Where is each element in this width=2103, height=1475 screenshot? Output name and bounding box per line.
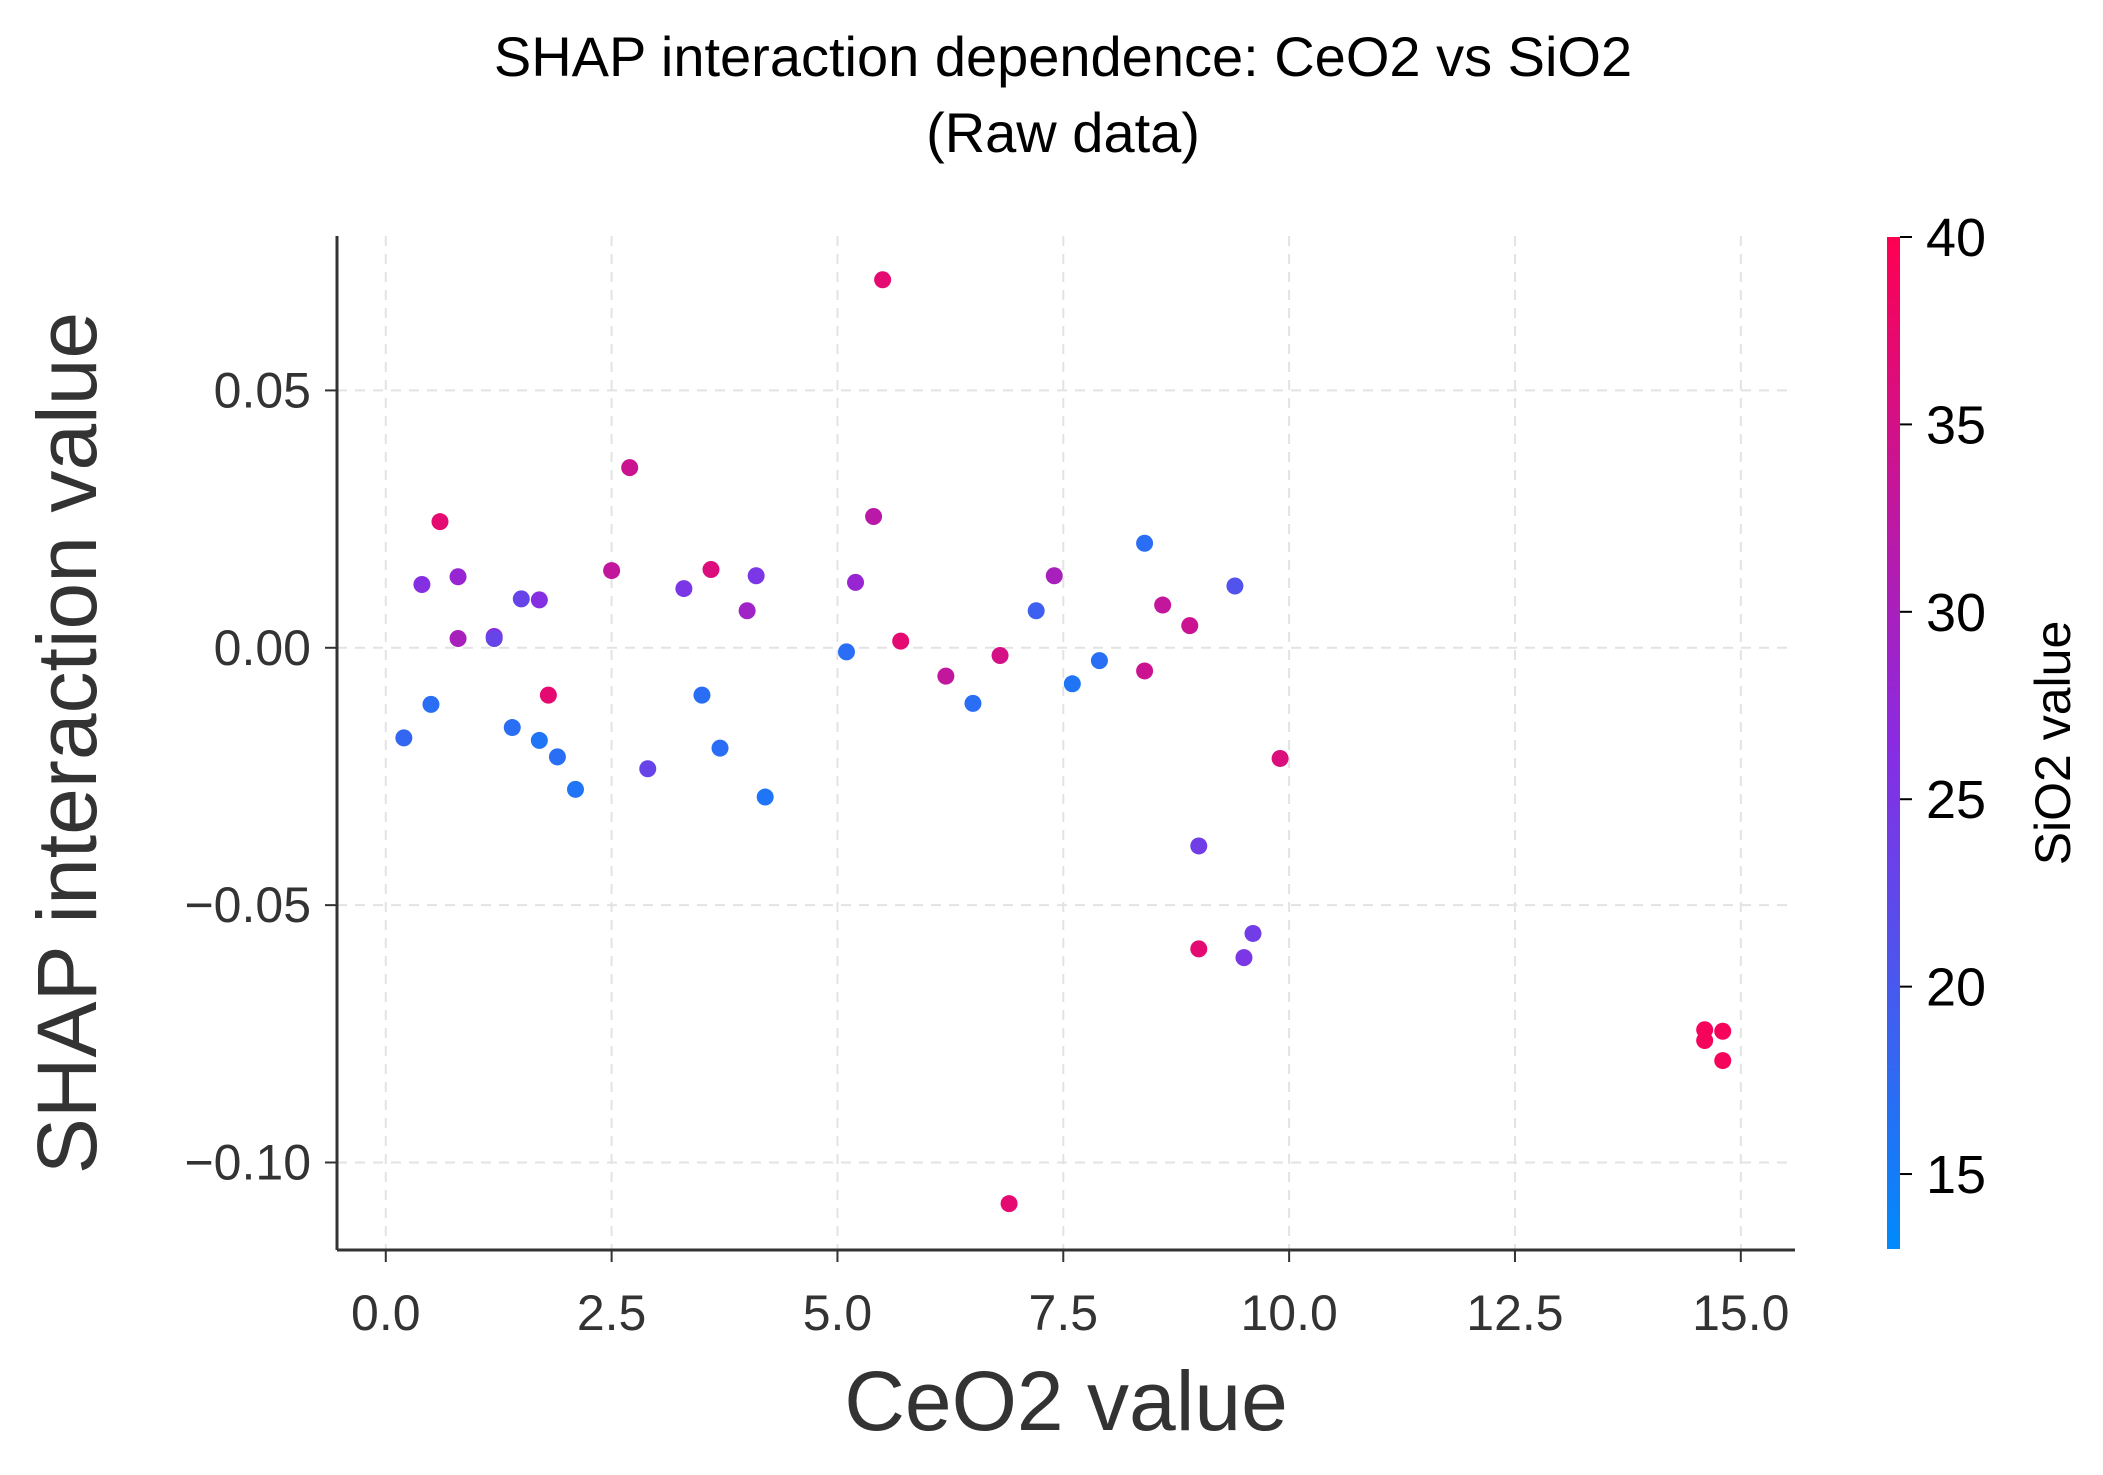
data-point [395, 729, 413, 747]
data-point [1714, 1022, 1732, 1040]
y-axis-label: SHAP interaction value [20, 312, 114, 1174]
data-point [512, 590, 530, 608]
data-point [964, 694, 982, 712]
data-point [1235, 949, 1253, 967]
data-point [449, 630, 467, 648]
colorbar [1887, 237, 1900, 1249]
data-point [539, 686, 557, 704]
data-point [675, 580, 693, 598]
data-point [756, 788, 774, 806]
data-point [711, 739, 729, 757]
data-point [530, 731, 548, 749]
data-point [1271, 749, 1289, 767]
colorbar-tick-label: 15 [1926, 1145, 1986, 1205]
data-point [566, 780, 584, 798]
data-point [874, 271, 892, 289]
data-point [1090, 652, 1108, 670]
colorbar-tick-label: 20 [1926, 958, 1986, 1018]
data-point [603, 562, 621, 580]
data-point [621, 459, 639, 477]
y-tick-label: −0.10 [184, 1134, 311, 1190]
y-tick-labels: 0.05 0.00 −0.05 −0.10 [184, 362, 311, 1190]
data-point [422, 695, 440, 713]
chart-title-line-2: (Raw data) [926, 101, 1200, 164]
grid-lines [337, 236, 1795, 1250]
data-point [1154, 596, 1172, 614]
data-point [1190, 837, 1208, 855]
data-point [1190, 940, 1208, 958]
data-point [503, 719, 521, 737]
data-point [1226, 577, 1244, 595]
data-point [1244, 924, 1262, 942]
data-point [1045, 567, 1063, 585]
data-point [892, 632, 910, 650]
data-point [1136, 534, 1154, 552]
x-tick-label: 2.5 [577, 1285, 647, 1341]
colorbar-label: SiO2 value [2025, 621, 2081, 866]
x-tick-label: 12.5 [1466, 1285, 1563, 1341]
data-point [937, 667, 955, 685]
data-point [413, 575, 431, 593]
x-tick-label: 0.0 [351, 1285, 421, 1341]
data-point [449, 568, 467, 586]
data-point [1136, 662, 1154, 680]
tick-marks [325, 389, 1742, 1262]
y-tick-label: −0.05 [184, 877, 311, 933]
data-point [747, 567, 765, 585]
data-point [1714, 1052, 1732, 1070]
colorbar-tick-label: 25 [1926, 770, 1986, 830]
x-tick-labels: 0.0 2.5 5.0 7.5 10.0 12.5 15.0 [351, 1285, 1789, 1341]
data-point [1181, 617, 1199, 635]
data-point [738, 602, 756, 620]
x-axis-label: CeO2 value [844, 1354, 1288, 1448]
data-point [639, 760, 657, 778]
chart-title-line-1: SHAP interaction dependence: CeO2 vs SiO… [494, 25, 1632, 88]
data-point [702, 561, 720, 579]
data-point [1063, 675, 1081, 693]
data-point [991, 646, 1009, 664]
data-point [1000, 1195, 1018, 1213]
x-tick-label: 5.0 [803, 1285, 873, 1341]
data-point [693, 686, 711, 704]
data-point [1696, 1032, 1714, 1050]
x-tick-label: 7.5 [1029, 1285, 1099, 1341]
y-tick-label: 0.05 [214, 362, 311, 418]
data-point [837, 643, 855, 661]
data-point [847, 573, 865, 591]
colorbar-ticks: 15 20 25 30 35 40 [1900, 208, 1986, 1205]
data-point [485, 630, 503, 648]
colorbar-tick-label: 35 [1926, 395, 1986, 455]
data-point [431, 513, 449, 531]
x-tick-label: 10.0 [1240, 1285, 1337, 1341]
data-point [865, 508, 883, 526]
data-point [530, 591, 548, 609]
y-tick-label: 0.00 [214, 620, 311, 676]
data-point [1027, 602, 1045, 620]
colorbar-tick-label: 40 [1926, 208, 1986, 268]
axes [335, 236, 1795, 1252]
colorbar-tick-label: 30 [1926, 583, 1986, 643]
x-tick-label: 15.0 [1692, 1285, 1789, 1341]
data-point [548, 748, 566, 766]
scatter-points [395, 271, 1732, 1213]
